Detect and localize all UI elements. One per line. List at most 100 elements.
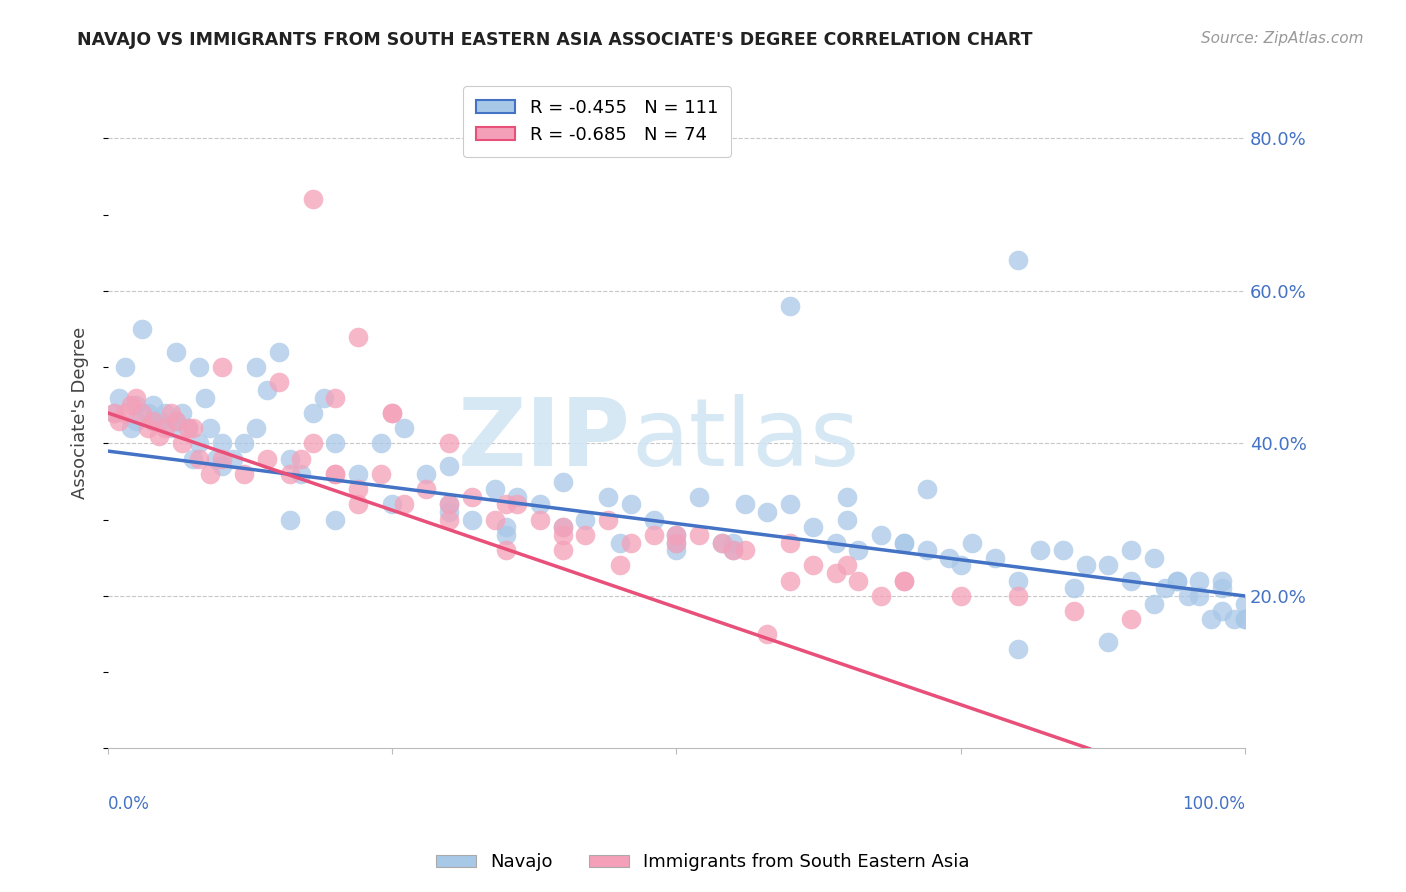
Point — [665, 528, 688, 542]
Point — [437, 498, 460, 512]
Point — [665, 535, 688, 549]
Point — [1007, 253, 1029, 268]
Point — [437, 498, 460, 512]
Point — [181, 421, 204, 435]
Point — [165, 414, 187, 428]
Point — [370, 467, 392, 481]
Point — [1188, 574, 1211, 588]
Point — [290, 451, 312, 466]
Point — [187, 451, 209, 466]
Text: NAVAJO VS IMMIGRANTS FROM SOUTH EASTERN ASIA ASSOCIATE'S DEGREE CORRELATION CHAR: NAVAJO VS IMMIGRANTS FROM SOUTH EASTERN … — [77, 31, 1033, 49]
Point — [187, 436, 209, 450]
Point — [915, 543, 938, 558]
Point — [187, 360, 209, 375]
Point — [120, 421, 142, 435]
Point — [620, 535, 643, 549]
Point — [665, 543, 688, 558]
Legend: Navajo, Immigrants from South Eastern Asia: Navajo, Immigrants from South Eastern As… — [429, 847, 977, 879]
Point — [609, 535, 631, 549]
Point — [278, 513, 301, 527]
Point — [437, 505, 460, 519]
Point — [1166, 574, 1188, 588]
Point — [181, 451, 204, 466]
Point — [108, 414, 131, 428]
Point — [835, 558, 858, 573]
Point — [801, 520, 824, 534]
Point — [643, 513, 665, 527]
Point — [1074, 558, 1097, 573]
Point — [598, 513, 620, 527]
Point — [723, 543, 745, 558]
Point — [245, 421, 267, 435]
Point — [437, 459, 460, 474]
Point — [325, 513, 347, 527]
Point — [381, 498, 404, 512]
Point — [835, 513, 858, 527]
Point — [1211, 604, 1233, 618]
Point — [325, 436, 347, 450]
Point — [142, 414, 165, 428]
Point — [211, 459, 233, 474]
Point — [392, 421, 415, 435]
Point — [551, 543, 574, 558]
Point — [495, 520, 517, 534]
Point — [267, 345, 290, 359]
Point — [142, 398, 165, 412]
Point — [529, 513, 551, 527]
Point — [437, 513, 460, 527]
Point — [325, 467, 347, 481]
Point — [1233, 612, 1256, 626]
Point — [211, 360, 233, 375]
Point — [1143, 550, 1166, 565]
Point — [779, 574, 801, 588]
Text: ZIP: ZIP — [458, 393, 631, 486]
Point — [1052, 543, 1074, 558]
Point — [437, 436, 460, 450]
Point — [136, 421, 159, 435]
Text: 0.0%: 0.0% — [108, 796, 150, 814]
Point — [688, 490, 710, 504]
Point — [131, 322, 153, 336]
Point — [1063, 582, 1085, 596]
Point — [211, 451, 233, 466]
Point — [551, 520, 574, 534]
Point — [915, 482, 938, 496]
Point — [574, 528, 596, 542]
Text: atlas: atlas — [631, 393, 859, 486]
Point — [1007, 589, 1029, 603]
Point — [159, 406, 181, 420]
Point — [574, 513, 596, 527]
Point — [1222, 612, 1244, 626]
Point — [159, 421, 181, 435]
Point — [381, 406, 404, 420]
Point — [893, 535, 915, 549]
Point — [153, 406, 176, 420]
Point — [756, 627, 779, 641]
Legend: R = -0.455   N = 111, R = -0.685   N = 74: R = -0.455 N = 111, R = -0.685 N = 74 — [463, 87, 731, 157]
Point — [312, 391, 335, 405]
Point — [176, 421, 198, 435]
Point — [620, 498, 643, 512]
Point — [136, 406, 159, 420]
Point — [125, 414, 148, 428]
Point — [290, 467, 312, 481]
Point — [734, 543, 756, 558]
Point — [1007, 574, 1029, 588]
Point — [148, 429, 170, 443]
Point — [846, 543, 869, 558]
Point — [176, 421, 198, 435]
Point — [551, 520, 574, 534]
Point — [200, 467, 222, 481]
Text: Source: ZipAtlas.com: Source: ZipAtlas.com — [1201, 31, 1364, 46]
Point — [256, 451, 278, 466]
Point — [301, 406, 323, 420]
Point — [278, 451, 301, 466]
Point — [194, 391, 217, 405]
Point — [484, 482, 506, 496]
Point — [551, 528, 574, 542]
Point — [347, 482, 370, 496]
Point — [347, 329, 370, 343]
Point — [1211, 574, 1233, 588]
Point — [461, 490, 484, 504]
Point — [723, 535, 745, 549]
